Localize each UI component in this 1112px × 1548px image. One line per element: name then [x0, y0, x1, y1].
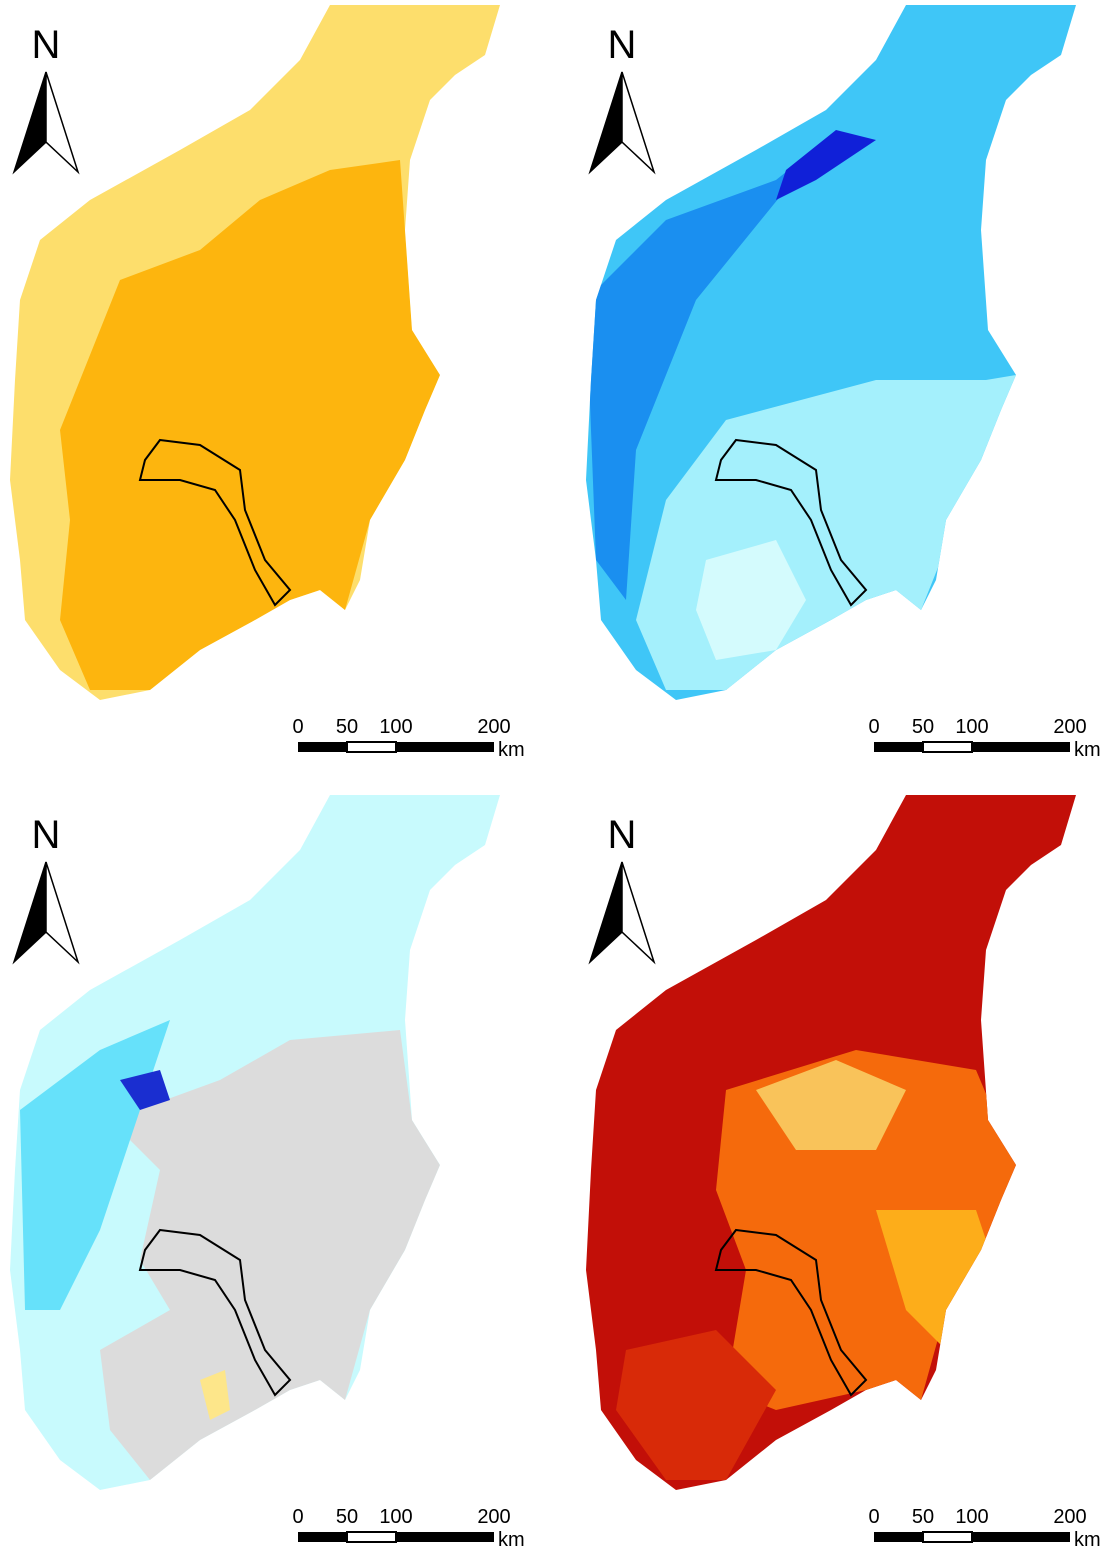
- north-arrow-right: [46, 72, 78, 172]
- north-label: N: [32, 813, 61, 857]
- scale-label: 50: [912, 716, 934, 738]
- scale-bar-segment: [396, 1532, 494, 1542]
- scale-label: 0: [292, 1506, 303, 1528]
- north-label: N: [32, 23, 61, 67]
- north-arrow-right: [622, 862, 654, 962]
- scale-label: 0: [292, 716, 303, 738]
- scale-unit: km: [498, 1529, 525, 1548]
- north-arrow-left: [590, 72, 622, 172]
- scale-bar-segment: [396, 742, 494, 752]
- scale-unit: km: [1074, 739, 1101, 761]
- scale-label: 100: [379, 716, 412, 738]
- scale-label: 0: [868, 1506, 879, 1528]
- map-figure: N050100200kmN050100200kmN050100200kmN050…: [0, 0, 1112, 1548]
- scale-unit: km: [498, 739, 525, 761]
- scale-bar-segment: [923, 1532, 972, 1542]
- scale-bar-segment: [972, 1532, 1070, 1542]
- north-arrow-left: [590, 862, 622, 962]
- north-label: N: [608, 23, 637, 67]
- north-arrow-right: [46, 862, 78, 962]
- north-arrow-left: [14, 72, 46, 172]
- scale-bar-segment: [923, 742, 972, 752]
- north-arrow-left: [14, 862, 46, 962]
- scale-label: 0: [868, 716, 879, 738]
- scale-bar-segment: [298, 742, 347, 752]
- scale-bar-segment: [972, 742, 1070, 752]
- scale-label: 50: [336, 1506, 358, 1528]
- scale-bar-segment: [347, 742, 396, 752]
- scale-label: 50: [912, 1506, 934, 1528]
- scale-unit: km: [1074, 1529, 1101, 1548]
- scale-label: 50: [336, 716, 358, 738]
- scale-bar-segment: [874, 1532, 923, 1542]
- scale-bar-segment: [874, 742, 923, 752]
- north-label: N: [608, 813, 637, 857]
- scale-label: 200: [477, 1506, 510, 1528]
- scale-label: 200: [1053, 716, 1086, 738]
- scale-label: 200: [1053, 1506, 1086, 1528]
- scale-label: 200: [477, 716, 510, 738]
- scale-label: 100: [379, 1506, 412, 1528]
- scale-label: 100: [955, 1506, 988, 1528]
- scale-label: 100: [955, 716, 988, 738]
- north-arrow-right: [622, 72, 654, 172]
- scale-bar-segment: [347, 1532, 396, 1542]
- scale-bar-segment: [298, 1532, 347, 1542]
